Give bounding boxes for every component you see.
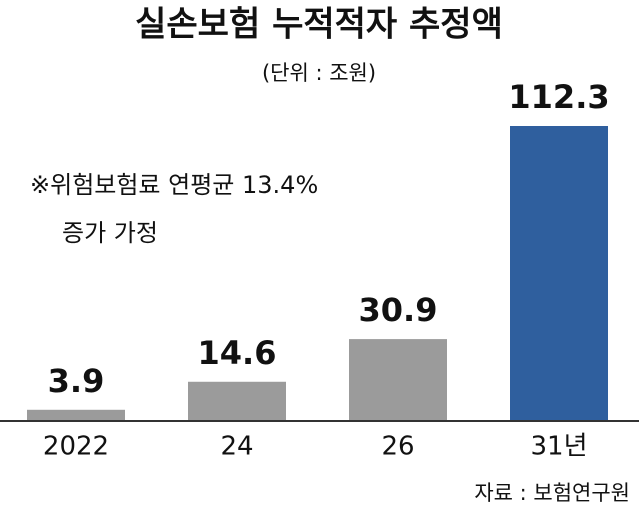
value-label: 30.9 (359, 291, 438, 329)
chart-title: 실손보험 누적적자 추정액 (135, 5, 503, 45)
chart-subtitle: (단위 : 조원) (262, 61, 376, 85)
bar (349, 339, 447, 420)
x-tick-label: 31년 (530, 432, 587, 462)
value-label: 3.9 (48, 362, 105, 400)
annotation: 증가 가정 (62, 219, 158, 247)
value-label: 112.3 (508, 78, 609, 116)
bar (510, 126, 608, 420)
bar (27, 409, 125, 420)
annotation: ※위험보험료 연평균 13.4% (30, 171, 318, 199)
x-tick-label: 24 (220, 432, 253, 462)
source: 자료 : 보험연구원 (474, 481, 630, 505)
value-label: 14.6 (198, 334, 277, 372)
x-tick-label: 2022 (43, 432, 109, 462)
bar (188, 381, 286, 420)
x-tick-label: 26 (381, 432, 414, 462)
